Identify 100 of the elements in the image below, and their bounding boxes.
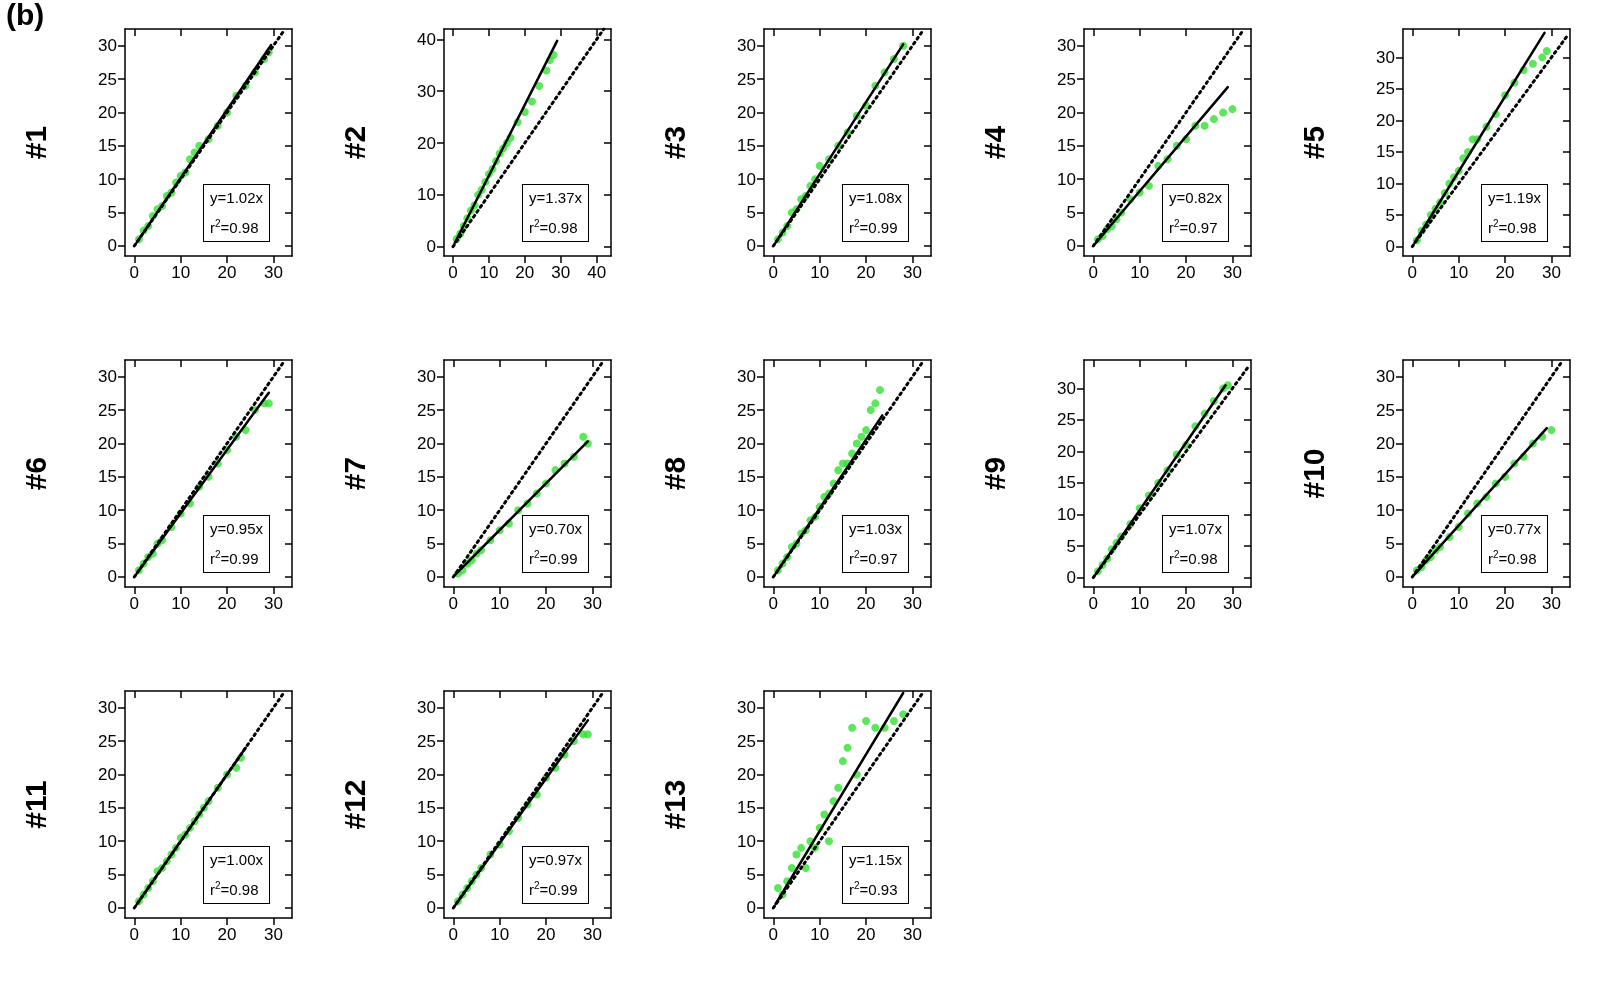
- x-tick-label: 20: [217, 594, 237, 613]
- y-tick-label: 10: [417, 500, 436, 520]
- x-tick-label: 0: [448, 925, 459, 944]
- x-tick-label: 40: [587, 263, 607, 282]
- x-tick-label: 10: [490, 925, 510, 944]
- x-tick-label: 30: [582, 594, 602, 613]
- y-tick-label: 20: [1057, 441, 1076, 461]
- annotation: y=0.97x: [529, 851, 582, 868]
- x-tick-label: 0: [1088, 263, 1099, 282]
- x-tick-label: 30: [263, 594, 283, 613]
- y-axis-title: #2: [337, 125, 371, 160]
- y-tick-label: 0: [107, 898, 117, 918]
- y-tick-label: 25: [1057, 410, 1076, 430]
- y-axis-title: #9: [977, 456, 1011, 491]
- y-tick-label: 30: [98, 367, 117, 387]
- x-tick-label: 0: [1407, 263, 1418, 282]
- y-tick-label: 0: [107, 567, 117, 587]
- y-axis-title: #7: [337, 456, 371, 491]
- y-tick-label: 20: [417, 433, 436, 453]
- annotation: r$^{2}$=0.97: [849, 549, 898, 567]
- y-tick-label: 15: [1057, 473, 1076, 493]
- annotation: r$^{2}$=0.99: [529, 880, 578, 898]
- y-tick-label: 5: [107, 865, 117, 885]
- x-tick-label: 10: [1449, 263, 1469, 282]
- y-tick-label: 25: [737, 400, 756, 420]
- annotation: y=1.07x: [1169, 520, 1222, 537]
- y-tick-label: 5: [426, 534, 436, 554]
- y-tick-label: 0: [107, 236, 117, 256]
- y-axis-title: #8: [657, 456, 691, 491]
- annotation: r$^{2}$=0.98: [1488, 549, 1537, 567]
- y-axis-title: #5: [1296, 125, 1330, 160]
- y-tick-label: 10: [417, 185, 436, 205]
- y-tick-label: 5: [746, 534, 756, 554]
- y-tick-label: 0: [1385, 237, 1395, 257]
- x-tick-label: 20: [217, 925, 237, 944]
- y-tick-label: 5: [1066, 536, 1076, 556]
- y-tick-label: 30: [1057, 36, 1076, 56]
- y-tick-label: 30: [1376, 367, 1395, 387]
- y-tick-label: 15: [98, 467, 117, 487]
- x-tick-label: 0: [1088, 594, 1099, 613]
- y-tick-label: 15: [98, 136, 117, 156]
- y-axis-title: #6: [18, 456, 52, 491]
- x-tick-label: 0: [129, 925, 140, 944]
- annotation: y=0.70x: [529, 520, 582, 537]
- y-tick-label: 5: [107, 534, 117, 554]
- annotation: r$^{2}$=0.99: [210, 549, 259, 567]
- annotation: y=1.08x: [849, 189, 902, 206]
- y-tick-label: 10: [1057, 504, 1076, 524]
- x-tick-label: 30: [1222, 594, 1242, 613]
- y-tick-label: 5: [746, 865, 756, 885]
- annotation: y=1.02x: [210, 189, 263, 206]
- y-tick-label: 10: [417, 831, 436, 851]
- y-tick-label: 25: [98, 731, 117, 751]
- y-tick-label: 0: [426, 237, 436, 257]
- y-tick-label: 0: [746, 567, 756, 587]
- x-tick-label: 20: [536, 925, 556, 944]
- y-tick-label: 20: [98, 102, 117, 122]
- annotation: y=0.95x: [210, 520, 263, 537]
- x-tick-label: 10: [479, 263, 499, 282]
- y-tick-label: 25: [98, 69, 117, 89]
- y-tick-label: 0: [1066, 568, 1076, 588]
- x-tick-label: 30: [263, 925, 283, 944]
- x-tick-label: 30: [902, 594, 922, 613]
- y-tick-label: 30: [417, 367, 436, 387]
- y-tick-label: 40: [417, 29, 436, 49]
- y-axis-title: #13: [657, 779, 691, 830]
- y-tick-label: 20: [417, 133, 436, 153]
- x-tick-label: 0: [448, 263, 458, 282]
- y-tick-label: 5: [746, 203, 756, 223]
- y-tick-label: 0: [426, 898, 436, 918]
- x-tick-label: 10: [171, 594, 191, 613]
- y-tick-label: 10: [1376, 500, 1395, 520]
- y-tick-label: 10: [98, 500, 117, 520]
- y-tick-label: 25: [1376, 400, 1395, 420]
- annotation: y=1.37x: [529, 189, 582, 206]
- annotation: y=1.03x: [849, 520, 902, 537]
- y-tick-label: 25: [1376, 79, 1395, 99]
- y-tick-label: 10: [737, 169, 756, 189]
- y-tick-label: 25: [737, 731, 756, 751]
- y-tick-label: 15: [737, 467, 756, 487]
- y-tick-label: 25: [417, 400, 436, 420]
- y-tick-label: 10: [1057, 169, 1076, 189]
- annotation: y=0.82x: [1169, 189, 1222, 206]
- y-tick-label: 20: [737, 102, 756, 122]
- x-tick-label: 30: [902, 925, 922, 944]
- x-tick-label: 0: [768, 263, 779, 282]
- y-tick-label: 0: [746, 236, 756, 256]
- x-tick-label: 0: [129, 263, 140, 282]
- x-tick-label: 20: [217, 263, 237, 282]
- y-tick-label: 15: [1376, 467, 1395, 487]
- y-tick-label: 30: [737, 698, 756, 718]
- x-tick-label: 20: [856, 263, 876, 282]
- y-tick-label: 30: [98, 36, 117, 56]
- x-tick-label: 0: [448, 594, 459, 613]
- x-tick-label: 10: [810, 925, 830, 944]
- y-tick-label: 20: [737, 433, 756, 453]
- x-tick-label: 10: [810, 263, 830, 282]
- y-axis-title: #1: [18, 125, 52, 160]
- y-tick-label: 0: [746, 898, 756, 918]
- y-tick-label: 5: [1066, 203, 1076, 223]
